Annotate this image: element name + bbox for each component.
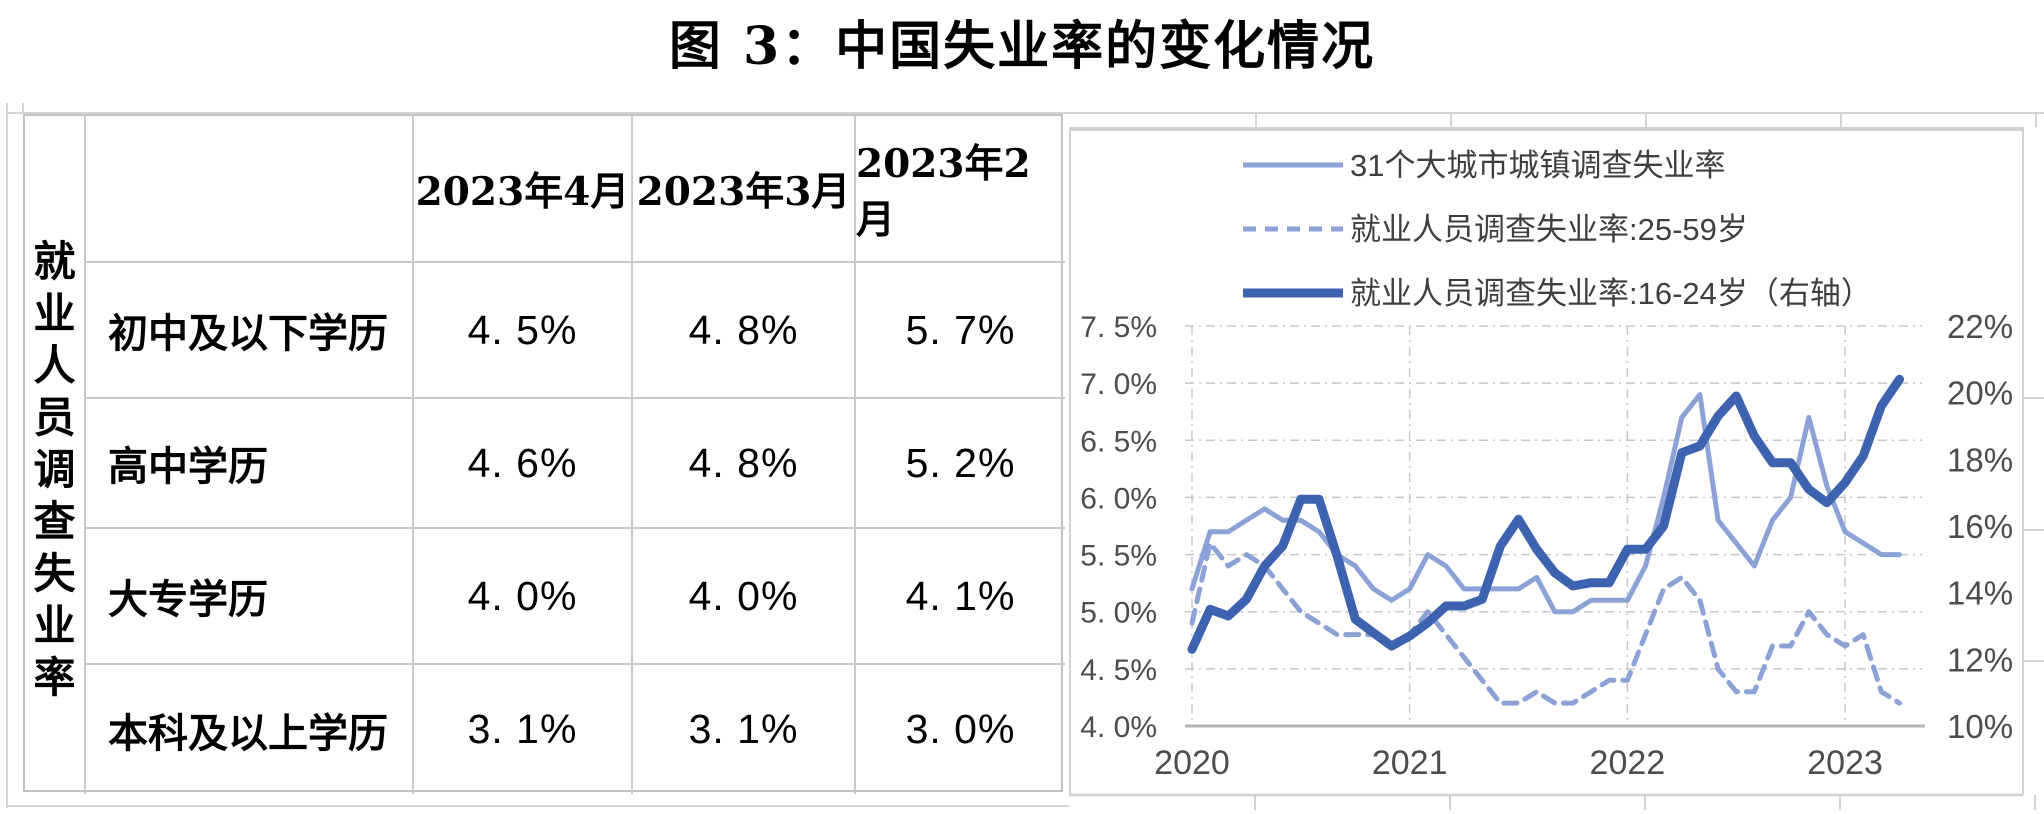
table-row-group-label: 就业人员调查失业率 [25, 116, 86, 794]
spreadsheet-gridline [1255, 114, 1257, 127]
row-group-char: 业 [33, 289, 76, 338]
right-axis-tick-label: 18% [1947, 441, 2013, 478]
spreadsheet-gridline [1450, 114, 1452, 127]
spreadsheet-gridline [1840, 114, 1842, 127]
table-value-cell: 3. 1% [631, 663, 854, 794]
table-value-cell: 4. 0% [412, 527, 631, 663]
right-axis-tick-label: 10% [1947, 708, 2013, 745]
left-axis-tick-label: 7. 0% [1080, 368, 1157, 401]
series-line-2 [1187, 374, 1904, 654]
row-group-char: 业 [33, 601, 76, 650]
x-axis-year-label: 2023 [1807, 744, 1883, 782]
row-group-char: 人 [33, 341, 76, 390]
legend-label-0: 31个大城市城镇调查失业率 [1350, 148, 1725, 183]
row-group-char: 调 [33, 445, 76, 494]
education-unemployment-table: 就业人员调查失业率 2023年4月 2023年3月 2023年2月 初中及以下学历 4.… [23, 114, 1065, 794]
row-group-char: 率 [33, 653, 76, 702]
left-axis-tick-label: 6. 0% [1080, 482, 1157, 515]
spreadsheet-gridline [7, 112, 2044, 114]
table-value-cell: 4. 8% [631, 397, 854, 527]
right-axis-tick-label: 12% [1947, 641, 2013, 678]
spreadsheet-gridline [22, 103, 24, 114]
series-line-1 [1189, 540, 1902, 706]
table-value-cell: 3. 1% [412, 663, 631, 794]
series-line-0 [1189, 392, 1902, 615]
spreadsheet-gridline [1645, 114, 1647, 127]
row-group-char: 查 [33, 497, 76, 546]
x-axis-year-label: 2020 [1154, 744, 1230, 782]
table-value-cell: 4. 6% [412, 397, 631, 527]
row-group-char: 就 [33, 237, 76, 286]
chart-background [1069, 127, 2044, 810]
legend-label-2: 就业人员调查失业率:16-24岁（右轴） [1350, 276, 1872, 311]
table-value-cell: 4. 0% [631, 527, 854, 663]
right-axis-tick-label: 22% [1947, 308, 2013, 345]
unemployment-line-chart: 7. 5% 7. 0% 6. 5% 6. 0% 5. 5% 5. 0% 4. 5% 4. 0%… [1069, 127, 2044, 810]
row-group-char: 员 [33, 393, 76, 442]
table-row-label: 初中及以下学历 [86, 261, 412, 397]
spreadsheet-gridline [2035, 114, 2037, 127]
table-row-label: 高中学历 [86, 397, 412, 527]
left-axis-tick-label: 6. 5% [1080, 425, 1157, 458]
right-axis-tick-label: 20% [1947, 375, 2013, 412]
left-axis-tick-label: 4. 0% [1080, 711, 1157, 744]
table-column-header: 2023年2月 [854, 116, 1065, 261]
table-value-cell: 5. 2% [854, 397, 1065, 527]
x-axis-year-label: 2021 [1372, 744, 1448, 782]
table-column-header: 2023年3月 [631, 116, 854, 261]
table-row-label: 大专学历 [86, 527, 412, 663]
left-axis-tick-label: 5. 5% [1080, 540, 1157, 573]
table-value-cell: 5. 7% [854, 261, 1065, 397]
table-value-cell: 4. 8% [631, 261, 854, 397]
spreadsheet-gridline [6, 103, 8, 808]
table-value-cell: 4. 1% [854, 527, 1065, 663]
row-group-char: 失 [33, 549, 76, 598]
table-column-header: 2023年4月 [412, 116, 631, 261]
table-row-label: 本科及以上学历 [86, 663, 412, 794]
figure-title: 图 3：中国失业率的变化情况 [668, 16, 1376, 77]
right-axis-tick-label: 14% [1947, 575, 2013, 612]
left-axis-tick-label: 4. 5% [1080, 654, 1157, 687]
spreadsheet-gridline [7, 805, 1069, 807]
left-axis-tick-label: 5. 0% [1080, 597, 1157, 630]
legend-label-1: 就业人员调查失业率:25-59岁 [1350, 212, 1748, 247]
table-value-cell: 3. 0% [854, 663, 1065, 794]
x-axis-year-label: 2022 [1590, 744, 1666, 782]
left-axis-tick-label: 7. 5% [1080, 311, 1157, 344]
table-corner-cell [86, 116, 412, 261]
right-axis-tick-label: 16% [1947, 508, 2013, 545]
table-value-cell: 4. 5% [412, 261, 631, 397]
